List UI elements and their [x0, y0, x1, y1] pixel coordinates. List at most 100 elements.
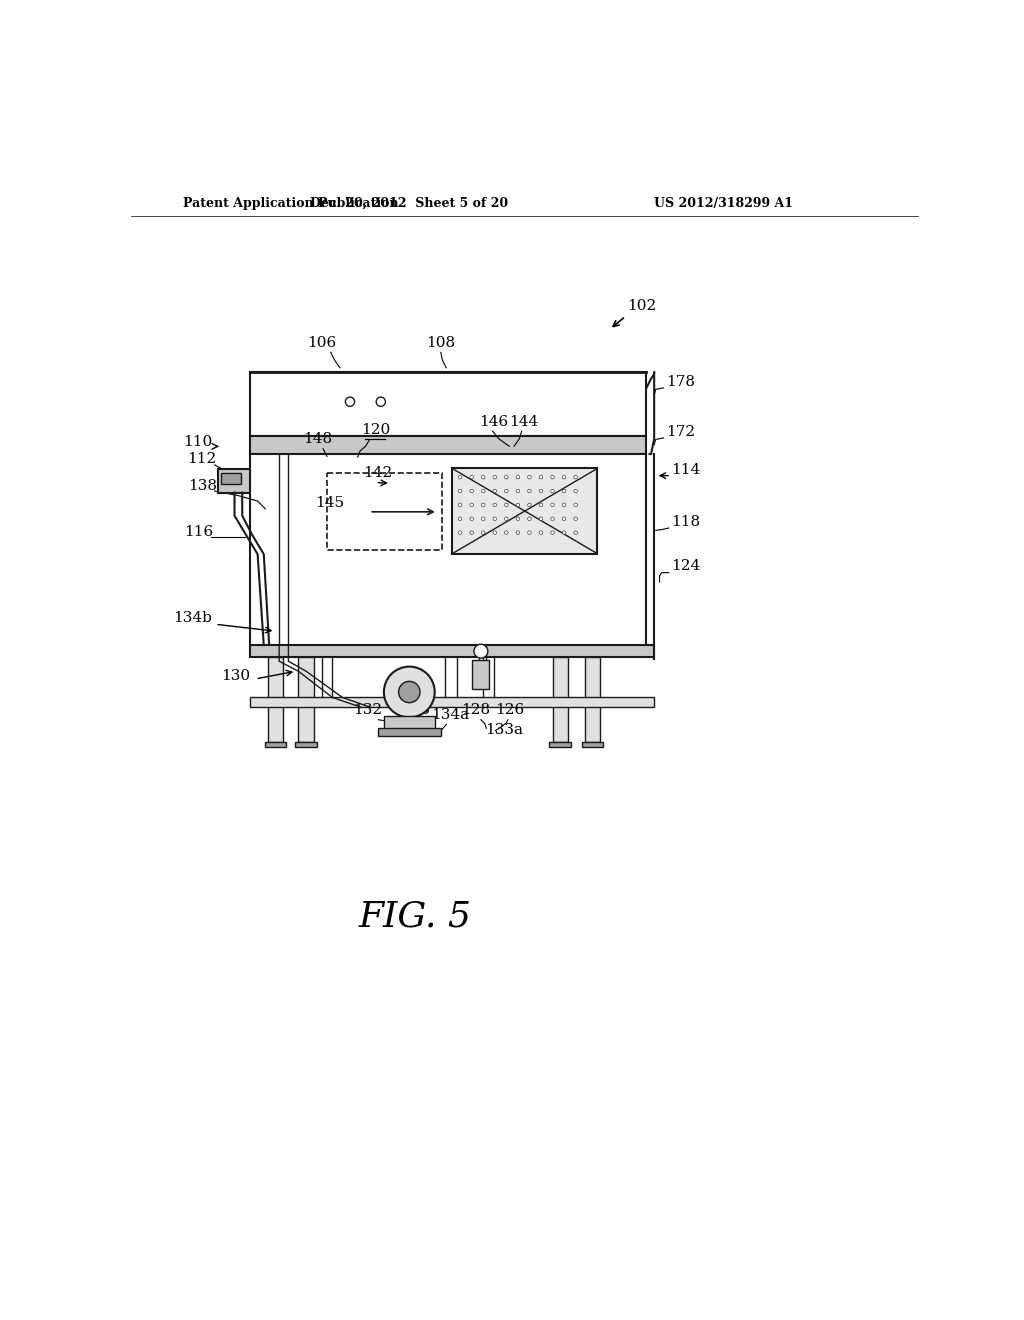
Circle shape [516, 517, 519, 520]
Circle shape [481, 531, 485, 535]
Bar [217, 470, 250, 492]
Circle shape [551, 503, 554, 507]
Circle shape [459, 503, 462, 507]
Bar [472, 660, 489, 689]
Circle shape [527, 475, 531, 479]
Circle shape [459, 490, 462, 492]
Bar [295, 742, 316, 747]
Circle shape [573, 475, 578, 479]
Circle shape [470, 517, 473, 520]
Text: 130: 130 [221, 669, 250, 684]
Text: 128: 128 [461, 704, 490, 717]
Text: 172: 172 [666, 425, 695, 438]
Circle shape [573, 503, 578, 507]
Circle shape [540, 503, 543, 507]
Circle shape [505, 517, 508, 520]
Text: 112: 112 [187, 453, 217, 466]
Circle shape [505, 490, 508, 492]
Circle shape [481, 517, 485, 520]
Circle shape [527, 531, 531, 535]
Circle shape [551, 475, 554, 479]
Circle shape [551, 490, 554, 492]
Text: Patent Application Publication: Patent Application Publication [183, 197, 398, 210]
Text: 144: 144 [509, 414, 538, 429]
Circle shape [527, 490, 531, 492]
Bar [250, 372, 646, 436]
Bar [384, 715, 435, 730]
Text: 120: 120 [360, 422, 390, 437]
Bar [267, 657, 283, 742]
Circle shape [573, 490, 578, 492]
Circle shape [573, 517, 578, 520]
Circle shape [540, 531, 543, 535]
Text: 146: 146 [479, 414, 509, 429]
Circle shape [562, 490, 566, 492]
Circle shape [481, 503, 485, 507]
Text: 148: 148 [303, 433, 332, 446]
Circle shape [474, 644, 487, 659]
Circle shape [470, 475, 473, 479]
Text: 155: 155 [401, 704, 430, 717]
Bar [264, 742, 286, 747]
Circle shape [481, 490, 485, 492]
Text: Dec. 20, 2012  Sheet 5 of 20: Dec. 20, 2012 Sheet 5 of 20 [310, 197, 508, 210]
Circle shape [459, 517, 462, 520]
Circle shape [516, 531, 519, 535]
Circle shape [493, 475, 497, 479]
Bar [250, 645, 654, 657]
Circle shape [540, 475, 543, 479]
Text: 134a: 134a [431, 708, 469, 722]
Circle shape [493, 517, 497, 520]
Text: 116: 116 [184, 525, 214, 539]
Text: 110: 110 [183, 436, 212, 449]
Circle shape [573, 531, 578, 535]
Text: 145: 145 [315, 496, 344, 511]
Bar [327, 474, 442, 550]
Text: 138: 138 [187, 479, 217, 492]
Circle shape [527, 517, 531, 520]
Text: 133a: 133a [485, 723, 523, 738]
Text: FIG. 5: FIG. 5 [359, 900, 472, 933]
Circle shape [540, 517, 543, 520]
Bar [453, 469, 597, 554]
Text: 102: 102 [628, 300, 656, 313]
Bar [221, 474, 242, 484]
Circle shape [481, 475, 485, 479]
Circle shape [562, 531, 566, 535]
Circle shape [384, 667, 435, 718]
Bar [582, 742, 603, 747]
Circle shape [516, 503, 519, 507]
Bar [250, 436, 646, 454]
Circle shape [398, 681, 420, 702]
Circle shape [505, 503, 508, 507]
Circle shape [505, 475, 508, 479]
Bar [250, 697, 654, 708]
Circle shape [551, 517, 554, 520]
Text: 124: 124 [671, 560, 700, 573]
Bar [298, 657, 313, 742]
Text: 118: 118 [671, 516, 700, 529]
Circle shape [493, 503, 497, 507]
Text: 178: 178 [666, 375, 694, 388]
Bar [585, 657, 600, 742]
Circle shape [345, 397, 354, 407]
Circle shape [562, 503, 566, 507]
Text: 132: 132 [353, 704, 382, 717]
Circle shape [540, 490, 543, 492]
Circle shape [527, 503, 531, 507]
Circle shape [516, 490, 519, 492]
Circle shape [562, 475, 566, 479]
Text: 134b: 134b [173, 611, 212, 624]
Text: 142: 142 [364, 466, 392, 480]
Circle shape [516, 475, 519, 479]
Circle shape [459, 475, 462, 479]
Circle shape [505, 531, 508, 535]
Text: 106: 106 [307, 337, 336, 350]
Text: US 2012/318299 A1: US 2012/318299 A1 [654, 197, 794, 210]
Text: 108: 108 [426, 337, 456, 350]
Text: 126: 126 [495, 704, 524, 717]
Circle shape [470, 503, 473, 507]
Circle shape [493, 531, 497, 535]
Bar [553, 657, 568, 742]
Circle shape [493, 490, 497, 492]
